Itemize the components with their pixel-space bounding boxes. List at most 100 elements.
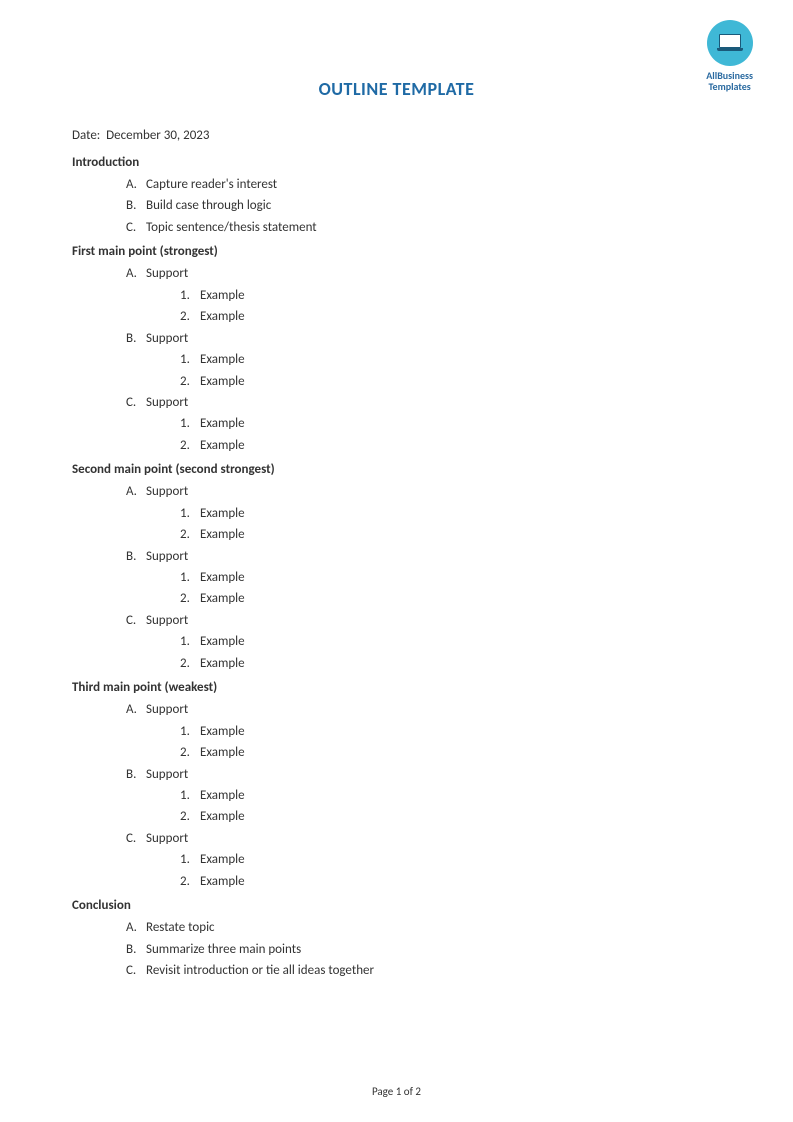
section-heading: Second main point (second strongest) bbox=[72, 462, 721, 477]
subitem-marker: 1. bbox=[180, 503, 200, 524]
item-marker: A. bbox=[126, 174, 146, 195]
subitem-text: Example bbox=[200, 809, 245, 824]
item-text: Summarize three main points bbox=[146, 942, 301, 957]
outline-item-level-a: A.Capture reader's interest bbox=[126, 174, 721, 195]
outline-item-level-a: C.Topic sentence/thesis statement bbox=[126, 217, 721, 238]
item-marker: B. bbox=[126, 764, 146, 785]
subitem-marker: 2. bbox=[180, 588, 200, 609]
item-text: Build case through logic bbox=[146, 198, 271, 213]
outline-item-level-1: 2.Example bbox=[180, 435, 721, 456]
item-text: Restate topic bbox=[146, 920, 215, 935]
subitem-marker: 1. bbox=[180, 413, 200, 434]
subitem-marker: 2. bbox=[180, 306, 200, 327]
outline-item-level-1: 2.Example bbox=[180, 524, 721, 545]
item-marker: A. bbox=[126, 263, 146, 284]
outline-item-level-1: 1.Example bbox=[180, 631, 721, 652]
date-line: Date: December 30, 2023 bbox=[72, 128, 721, 143]
item-marker: C. bbox=[126, 960, 146, 981]
item-text: Topic sentence/thesis statement bbox=[146, 220, 317, 235]
outline-body: IntroductionA.Capture reader's interestB… bbox=[72, 155, 721, 981]
item-marker: B. bbox=[126, 195, 146, 216]
subitem-marker: 2. bbox=[180, 653, 200, 674]
outline-item-level-1: 2.Example bbox=[180, 871, 721, 892]
outline-item-level-a: B.Build case through logic bbox=[126, 195, 721, 216]
subitem-marker: 2. bbox=[180, 435, 200, 456]
outline-item-level-a: C.Support bbox=[126, 392, 721, 413]
item-marker: B. bbox=[126, 939, 146, 960]
subitem-text: Example bbox=[200, 309, 245, 324]
subitem-text: Example bbox=[200, 570, 245, 585]
outline-item-level-1: 1.Example bbox=[180, 503, 721, 524]
outline-item-level-1: 1.Example bbox=[180, 413, 721, 434]
outline-item-level-1: 2.Example bbox=[180, 371, 721, 392]
subitem-marker: 2. bbox=[180, 524, 200, 545]
item-text: Support bbox=[146, 767, 188, 782]
subitem-marker: 2. bbox=[180, 806, 200, 827]
item-marker: A. bbox=[126, 917, 146, 938]
section-heading: Conclusion bbox=[72, 898, 721, 913]
laptop-icon bbox=[717, 34, 743, 52]
outline-item-level-1: 2.Example bbox=[180, 306, 721, 327]
item-marker: C. bbox=[126, 610, 146, 631]
subitem-text: Example bbox=[200, 527, 245, 542]
subitem-text: Example bbox=[200, 591, 245, 606]
subitem-marker: 1. bbox=[180, 349, 200, 370]
outline-item-level-a: B.Summarize three main points bbox=[126, 939, 721, 960]
subitem-text: Example bbox=[200, 374, 245, 389]
logo-icon bbox=[707, 20, 753, 66]
outline-item-level-1: 2.Example bbox=[180, 806, 721, 827]
outline-item-level-1: 2.Example bbox=[180, 588, 721, 609]
item-text: Support bbox=[146, 702, 188, 717]
subitem-marker: 1. bbox=[180, 631, 200, 652]
outline-item-level-a: C.Support bbox=[126, 828, 721, 849]
subitem-marker: 1. bbox=[180, 785, 200, 806]
subitem-marker: 1. bbox=[180, 285, 200, 306]
date-value: December 30, 2023 bbox=[106, 128, 209, 143]
section-heading: Introduction bbox=[72, 155, 721, 170]
item-marker: C. bbox=[126, 217, 146, 238]
item-text: Support bbox=[146, 331, 188, 346]
subitem-marker: 2. bbox=[180, 871, 200, 892]
item-text: Support bbox=[146, 549, 188, 564]
page-footer: Page 1 of 2 bbox=[0, 1085, 793, 1098]
subitem-text: Example bbox=[200, 634, 245, 649]
subitem-text: Example bbox=[200, 416, 245, 431]
item-marker: B. bbox=[126, 546, 146, 567]
subitem-text: Example bbox=[200, 506, 245, 521]
item-text: Capture reader's interest bbox=[146, 177, 277, 192]
logo-text-line2: Templates bbox=[706, 81, 753, 92]
subitem-text: Example bbox=[200, 438, 245, 453]
item-text: Revisit introduction or tie all ideas to… bbox=[146, 963, 374, 978]
subitem-marker: 2. bbox=[180, 371, 200, 392]
outline-item-level-1: 2.Example bbox=[180, 653, 721, 674]
outline-item-level-a: B.Support bbox=[126, 764, 721, 785]
subitem-marker: 1. bbox=[180, 849, 200, 870]
outline-item-level-a: B.Support bbox=[126, 328, 721, 349]
subitem-text: Example bbox=[200, 724, 245, 739]
outline-item-level-1: 1.Example bbox=[180, 349, 721, 370]
subitem-text: Example bbox=[200, 656, 245, 671]
item-marker: C. bbox=[126, 828, 146, 849]
item-text: Support bbox=[146, 831, 188, 846]
item-text: Support bbox=[146, 395, 188, 410]
item-marker: C. bbox=[126, 392, 146, 413]
item-text: Support bbox=[146, 266, 188, 281]
outline-item-level-a: A.Support bbox=[126, 699, 721, 720]
outline-item-level-1: 1.Example bbox=[180, 567, 721, 588]
outline-item-level-1: 1.Example bbox=[180, 285, 721, 306]
item-marker: A. bbox=[126, 481, 146, 502]
outline-item-level-a: A.Support bbox=[126, 481, 721, 502]
item-text: Support bbox=[146, 613, 188, 628]
item-marker: A. bbox=[126, 699, 146, 720]
subitem-marker: 1. bbox=[180, 721, 200, 742]
item-marker: B. bbox=[126, 328, 146, 349]
section-heading: First main point (strongest) bbox=[72, 244, 721, 259]
outline-item-level-1: 2.Example bbox=[180, 742, 721, 763]
outline-item-level-1: 1.Example bbox=[180, 849, 721, 870]
subitem-text: Example bbox=[200, 352, 245, 367]
outline-item-level-1: 1.Example bbox=[180, 785, 721, 806]
outline-item-level-a: A.Restate topic bbox=[126, 917, 721, 938]
section-heading: Third main point (weakest) bbox=[72, 680, 721, 695]
outline-item-level-a: C.Revisit introduction or tie all ideas … bbox=[126, 960, 721, 981]
subitem-text: Example bbox=[200, 288, 245, 303]
